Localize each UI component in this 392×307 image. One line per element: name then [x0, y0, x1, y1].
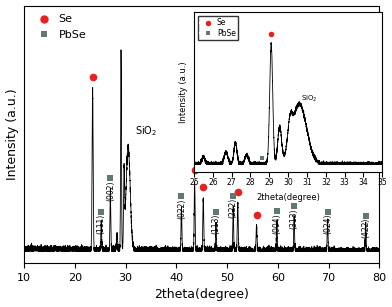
Text: (313): (313) [290, 208, 299, 229]
X-axis label: 2theta(degree): 2theta(degree) [154, 289, 249, 301]
Text: (004): (004) [272, 213, 281, 234]
Text: (222): (222) [229, 198, 238, 218]
Text: SiO$_2$: SiO$_2$ [135, 125, 157, 138]
Y-axis label: Intensity (a.u.): Intensity (a.u.) [5, 88, 18, 180]
Text: (113): (113) [211, 214, 220, 235]
X-axis label: 2theta(degree): 2theta(degree) [256, 193, 320, 202]
Legend: Se, PbSe: Se, PbSe [30, 11, 90, 43]
Text: (024): (024) [323, 214, 332, 235]
Text: (002): (002) [106, 181, 115, 201]
Text: (422): (422) [361, 218, 370, 238]
Text: SiO$_2$: SiO$_2$ [301, 93, 318, 104]
Y-axis label: Intensity (a.u.): Intensity (a.u.) [180, 61, 189, 123]
Legend: Se, PbSe: Se, PbSe [198, 16, 238, 40]
Text: (111): (111) [97, 214, 106, 234]
Text: (022): (022) [177, 198, 186, 219]
